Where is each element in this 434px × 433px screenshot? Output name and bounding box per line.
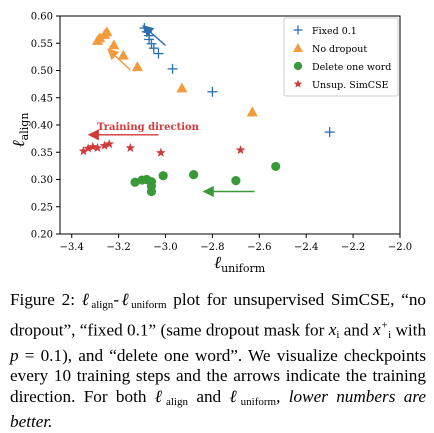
caption-val: = 0.1), and “delete one word”. We xyxy=(24,345,271,365)
legend-marker-fixed-0-1 xyxy=(293,25,303,35)
legend: Fixed 0.1 No dropout Delete one word Unsup.… xyxy=(283,17,399,97)
no-dropout-point xyxy=(108,39,120,50)
y-axis-label-ell: ℓ xyxy=(9,140,29,147)
caption-xi: xi xyxy=(328,320,340,342)
caption-and-2: and xyxy=(196,386,222,406)
legend-marker-delete-one-word xyxy=(293,61,303,71)
svg-text:ℓalign: ℓalign xyxy=(9,113,31,148)
x-tick-label: −3.0 xyxy=(153,242,177,253)
caption-with: with xyxy=(395,320,427,340)
caption-line2a: “no dropout”, “fixed 0.1” (same dropout … xyxy=(10,290,427,340)
unsup-simcse-point xyxy=(156,147,166,157)
legend-label-delete-one-word: Delete one word xyxy=(312,62,391,73)
no-dropout-point xyxy=(246,106,258,117)
delete-one-word-point xyxy=(130,177,140,187)
caption-and: and xyxy=(343,320,369,340)
caption-ell-align: ℓalign xyxy=(81,290,114,311)
x-tick-label: −2.4 xyxy=(294,242,318,253)
delete-one-word-point xyxy=(189,169,199,180)
unsup-simcse-point xyxy=(104,139,114,149)
x-axis-label: ℓuniform xyxy=(214,253,266,275)
legend-marker-no-dropout xyxy=(293,43,303,52)
y-tick-label: 0.50 xyxy=(31,66,53,77)
caption-line4: visualize checkpoints every 10 training … xyxy=(10,345,427,386)
direction-arrow xyxy=(107,48,131,71)
x-axis-label-sub: uniform xyxy=(221,262,266,275)
y-tick-label: 0.20 xyxy=(31,230,53,241)
training-direction-label: Training direction xyxy=(97,122,200,133)
x-tick-label: −2.0 xyxy=(388,242,412,253)
unsup-simcse-point xyxy=(83,143,93,153)
y-tick-label: 0.30 xyxy=(31,175,53,186)
unsup-simcse-point xyxy=(99,140,110,150)
legend-label-fixed-0-1: Fixed 0.1 xyxy=(312,26,357,37)
alignment-uniformity-chart: −3.4 −3.2 −3.0 −2.8 −2.6 −2.4 −2.2 −2.0 0.20 0.25… xyxy=(9,12,412,276)
axis-ticks: −3.4 −3.2 −3.0 −2.8 −2.6 −2.4 −2.2 −2.0 0.20 0.25… xyxy=(31,12,412,254)
legend-box xyxy=(283,17,399,97)
y-tick-label: 0.35 xyxy=(31,148,53,159)
fixed-0-1-point xyxy=(148,43,159,54)
caption-ell-align-2: ℓalign xyxy=(154,386,188,408)
x-tick-label: −3.4 xyxy=(60,242,84,253)
fixed-0-1-point xyxy=(146,38,157,49)
x-tick-label: −2.6 xyxy=(247,242,271,253)
delete-one-word-point xyxy=(158,171,168,181)
unsup-simcse-point xyxy=(125,142,136,152)
legend-marker-unsup-simcse xyxy=(293,79,303,88)
y-tick-label: 0.25 xyxy=(31,202,53,213)
x-tick-label: −3.2 xyxy=(106,242,130,253)
legend-label-unsup-simcse: Unsup. SimCSE xyxy=(312,80,389,91)
caption-p: p xyxy=(10,345,19,365)
legend-label-no-dropout: No dropout xyxy=(312,44,367,55)
unsup-simcse-point xyxy=(78,146,89,156)
fixed-0-1-point xyxy=(207,86,218,97)
y-axis-label: ℓalign xyxy=(9,113,31,148)
no-dropout-point xyxy=(131,61,143,72)
direction-arrow xyxy=(142,25,166,46)
delete-one-word-point xyxy=(231,175,241,186)
caption-fig-label: Figure 2: xyxy=(10,290,75,309)
caption-ell-uniform: ℓuniform xyxy=(119,290,167,311)
y-tick-label: 0.40 xyxy=(31,121,53,132)
y-tick-label: 0.45 xyxy=(31,93,53,104)
unsup-simcse-point xyxy=(88,141,98,151)
data-marks xyxy=(78,22,335,197)
caption-ell-uniform-2: ℓuniform, xyxy=(229,386,281,408)
x-tick-label: −2.2 xyxy=(341,242,365,253)
direction-arrows xyxy=(87,25,255,198)
unsup-simcse-point xyxy=(92,142,103,152)
no-dropout-point xyxy=(176,82,188,93)
y-axis-label-sub: align xyxy=(18,113,31,141)
unsup-simcse-point xyxy=(235,145,246,155)
no-dropout-point xyxy=(101,26,113,37)
fixed-0-1-point xyxy=(324,127,335,138)
fixed-0-1-point xyxy=(144,34,155,45)
x-tick-label: −2.8 xyxy=(200,242,224,253)
no-dropout-point xyxy=(94,32,106,43)
caption-tail: lower numbers are better. xyxy=(10,386,427,432)
caption-plot-for: plot for unsupervised SimCSE, xyxy=(173,290,395,309)
y-tick-label: 0.55 xyxy=(31,39,53,50)
delete-one-word-point xyxy=(271,161,281,172)
caption-xi-plus: x+i xyxy=(372,319,392,342)
x-axis-label-ell: ℓ xyxy=(214,253,221,273)
no-dropout-point xyxy=(117,49,129,60)
fixed-0-1-point xyxy=(167,63,178,74)
fixed-0-1-point xyxy=(153,48,164,59)
delete-one-word-point xyxy=(146,186,157,197)
svg-text:ℓuniform: ℓuniform xyxy=(214,253,266,275)
figure-caption: Figure 2: ℓalign-ℓuniform plot for unsup… xyxy=(10,290,427,432)
y-tick-label: 0.60 xyxy=(31,12,53,23)
caption-line5: arrows indicate the training direction. … xyxy=(10,366,426,406)
